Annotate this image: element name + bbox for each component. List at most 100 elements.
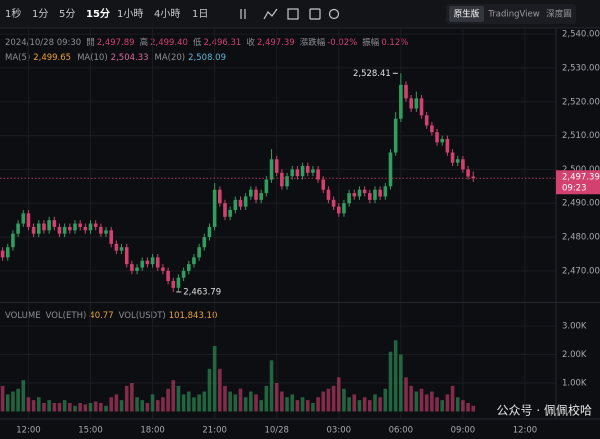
volume-bar [233, 394, 238, 412]
y-tick-label: 2,510.00 [562, 131, 600, 141]
candle-body [362, 189, 367, 194]
candle-body [259, 193, 263, 200]
view-button[interactable]: TradingView [487, 10, 539, 20]
countdown-label: 09:23 [562, 184, 587, 194]
interval-button[interactable]: 1小時 [117, 8, 143, 20]
candle-body [16, 223, 20, 234]
volume-bar [212, 346, 217, 412]
candle-body [254, 189, 258, 200]
volume-bar [130, 383, 134, 412]
candle-body [228, 210, 232, 217]
volume-bar [450, 385, 455, 412]
icon [263, 8, 278, 20]
volume-bar [347, 397, 351, 412]
interval-button[interactable]: 15分 [86, 7, 110, 20]
volume-bar [228, 391, 232, 412]
candle-body [295, 169, 300, 177]
candle-body [383, 186, 388, 197]
volume-bar [31, 400, 36, 412]
volume-name: VOL(USDT) [119, 311, 166, 321]
interval-button[interactable]: 1分 [32, 8, 48, 20]
candle-body [78, 223, 82, 227]
volume-bar [305, 400, 310, 412]
volume-bar [166, 388, 170, 412]
volume-bar [259, 400, 263, 412]
info-value: 2,497.39 [257, 38, 295, 48]
vol-tick-label: 2.00K [562, 350, 587, 360]
x-tick-label: 12:00 [513, 426, 538, 436]
x-tick-label: 12:00 [16, 426, 41, 436]
view-button[interactable]: 深度圖 [546, 9, 572, 20]
candle-body [21, 213, 26, 224]
ma-name: MA(10) [77, 53, 108, 63]
candle-body [218, 189, 222, 204]
volume-bar [368, 400, 372, 412]
candle-body [331, 199, 336, 207]
volume-bar [461, 400, 465, 412]
volume-bar [424, 394, 429, 412]
candle-body [424, 115, 429, 126]
volume-bar [362, 397, 367, 412]
candle-body [352, 193, 357, 197]
volume-bar [435, 397, 439, 412]
volume-bar [73, 405, 77, 412]
volume-bar [440, 400, 445, 412]
volume-bar [42, 402, 46, 412]
tool-icons [240, 8, 340, 20]
view-button[interactable]: 原生版 [454, 9, 480, 20]
icon [309, 8, 321, 20]
volume-bar [88, 402, 93, 412]
interval-button[interactable]: 4小時 [154, 8, 180, 20]
candle-body [5, 247, 10, 258]
volume-bar [238, 388, 243, 412]
info-label: 漲跌幅 [300, 37, 326, 48]
candle-body [0, 250, 5, 258]
x-tick-label: 09:00 [451, 426, 476, 436]
candle-body [238, 199, 243, 207]
candle-body [249, 189, 253, 197]
y-tick-label: 2,470.00 [562, 266, 600, 276]
candle-body [466, 169, 470, 177]
icon [287, 8, 299, 20]
candle-body [373, 189, 377, 200]
volume-bar [109, 397, 113, 412]
x-tick-label: 21:00 [202, 426, 227, 436]
ma-value: 2,508.09 [188, 53, 226, 63]
candle-body [280, 172, 284, 187]
candle-body [171, 281, 176, 288]
last-price-box [556, 170, 600, 195]
candle-body [455, 159, 460, 163]
candle-body [26, 213, 31, 227]
volume-bar [171, 380, 176, 412]
candle-body [197, 247, 201, 258]
ma-value: 2,499.65 [33, 53, 71, 63]
info-line: 2024/10/28 09:30開2,497.89高2,499.40低2,496… [5, 37, 408, 48]
volume-bar [16, 388, 20, 412]
candle-body [440, 138, 445, 143]
candle-body [68, 226, 72, 231]
volume-bar [218, 368, 222, 412]
volume-bar [83, 404, 88, 412]
candle-body [31, 226, 36, 234]
interval-button[interactable]: 1秒 [5, 7, 21, 20]
watermark: 公众号 · 佩佩校哈 [497, 403, 592, 418]
interval-button[interactable]: 5分 [59, 8, 75, 20]
interval-button[interactable]: 1日 [192, 9, 208, 20]
volume-bar [145, 402, 150, 412]
volume-bar [300, 397, 305, 412]
candle-body [264, 179, 269, 194]
interval-group: 1秒 1分 5分 15分 1小時 4小時 1日 [5, 7, 208, 20]
volume-bar [26, 397, 31, 412]
volume-bar [383, 388, 388, 412]
candle-body [368, 193, 372, 200]
candle-body [357, 189, 362, 197]
volume-bar [104, 405, 108, 412]
volume-bar [321, 391, 326, 412]
volume-bar [135, 397, 139, 412]
candle-body [461, 159, 465, 170]
ma-value: 2,504.33 [111, 53, 149, 63]
info-label: 低 [193, 37, 202, 48]
volume-bar [243, 397, 248, 412]
candle-body [336, 206, 341, 214]
volume-bar [192, 397, 196, 412]
